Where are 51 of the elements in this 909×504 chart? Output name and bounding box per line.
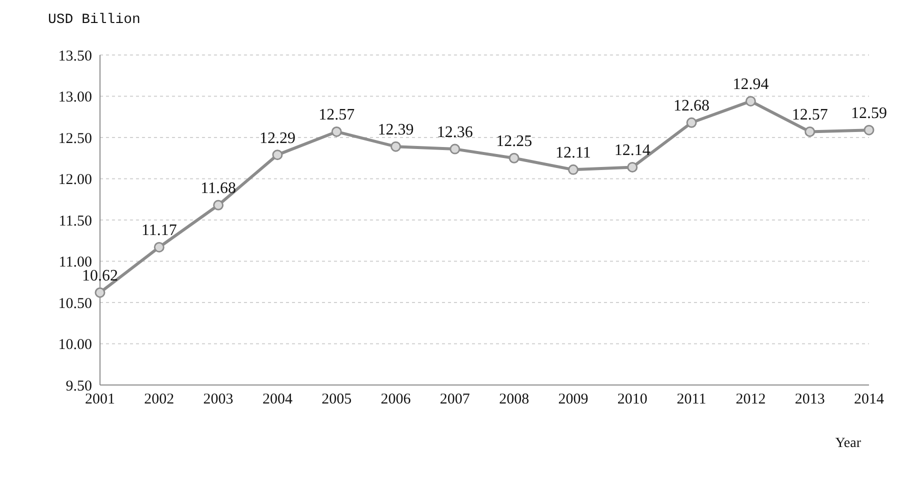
data-label: 11.68 [200,180,236,198]
y-tick-label: 10.50 [58,296,92,312]
data-label: 12.57 [792,106,828,124]
point [272,150,283,160]
point [390,141,402,152]
x-tick-label: 2014 [854,392,884,408]
x-tick-label: 2006 [380,392,412,408]
data-label: 12.11 [556,144,591,162]
y-tick-label: 9.50 [66,378,92,394]
y-tick-label: 12.00 [58,172,92,188]
data-label: 12.36 [436,124,473,142]
point [568,164,578,175]
y-tick-label: 10.00 [58,337,92,354]
x-tick-label: 2004 [262,392,293,408]
point [154,242,164,252]
data-label: 12.57 [318,106,355,124]
point [804,126,816,137]
y-tick-label: 12.50 [58,130,92,147]
data-label: 12.25 [496,133,532,150]
x-tick-label: 2002 [144,392,174,408]
data-label: 11.17 [141,222,177,240]
x-tick-label: 2003 [203,392,234,408]
x-tick-label: 2012 [736,392,766,408]
data-label: 12.94 [732,76,769,94]
x-tick-label: 2001 [85,392,115,408]
point [627,162,638,172]
point [864,124,874,136]
point [94,287,106,298]
y-axis-title: USD Billion [48,12,140,28]
x-tick-label: 2009 [558,392,588,408]
point [745,96,756,106]
data-label: 12.29 [259,130,296,147]
x-tick-label: 2005 [322,392,352,408]
data-label: 12.14 [614,142,650,160]
y-tick-label: 11.50 [58,213,92,230]
x-tick-label: 2011 [676,392,706,408]
point [508,152,520,164]
point [213,200,224,210]
point [450,144,460,154]
data-label: 12.59 [851,105,887,122]
y-tick-label: 13.50 [58,48,92,64]
data-label: 12.39 [378,122,414,139]
x-tick-label: 2010 [617,392,648,408]
point [331,126,342,137]
x-tick-label: 2008 [499,392,530,408]
point [686,117,697,128]
y-tick-label: 13.00 [58,90,92,106]
x-tick-label: 2007 [440,392,470,408]
data-label: 12.68 [674,98,710,115]
x-axis-title: Year [835,436,862,451]
x-tick-label: 2013 [794,392,825,408]
